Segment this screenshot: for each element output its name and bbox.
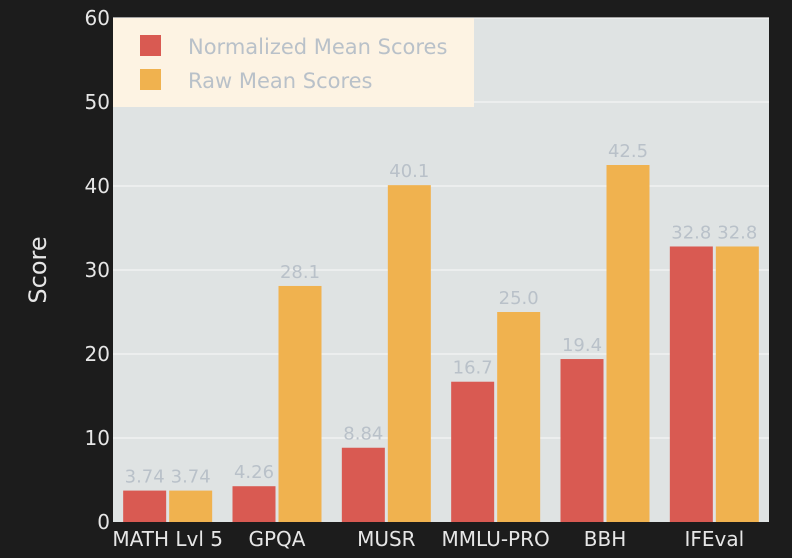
bar-raw	[497, 312, 541, 522]
x-tick-label: MMLU-PRO	[442, 527, 550, 551]
data-label: 16.7	[453, 358, 493, 379]
y-axis-label: Score	[24, 236, 52, 303]
x-tick-label: GPQA	[249, 527, 306, 551]
data-label: 19.4	[562, 335, 602, 356]
data-label: 8.84	[343, 424, 383, 445]
bar-raw	[606, 165, 650, 522]
data-label: 4.26	[234, 462, 274, 483]
legend[interactable]: Normalized Mean Scores Raw Mean Scores	[113, 18, 474, 107]
data-label: 3.74	[171, 467, 211, 488]
data-label: 32.8	[671, 222, 711, 243]
data-label: 25.0	[499, 288, 539, 309]
legend-box	[113, 18, 474, 107]
y-tick-labels: 0 10 20 30 40 50 60	[85, 6, 110, 534]
data-label: 42.5	[608, 141, 648, 162]
y-tick-label: 0	[97, 510, 110, 534]
y-tick-label: 40	[85, 174, 110, 198]
bar-raw	[715, 246, 759, 523]
y-tick-label: 50	[85, 90, 110, 114]
x-tick-label: MUSR	[357, 527, 416, 551]
x-tick-label: BBH	[584, 527, 626, 551]
y-tick-label: 20	[85, 342, 110, 366]
data-label: 3.74	[125, 467, 165, 488]
legend-label[interactable]: Raw Mean Scores	[188, 69, 373, 93]
x-tick-label: IFEval	[684, 527, 744, 551]
legend-swatch	[140, 69, 161, 90]
y-tick-label: 60	[85, 6, 110, 30]
bar-raw	[278, 285, 322, 522]
bar-normalized	[560, 359, 604, 522]
y-tick-label: 30	[85, 258, 110, 282]
bars	[123, 165, 759, 523]
x-tick-label: MATH Lvl 5	[112, 527, 223, 551]
data-label: 28.1	[280, 262, 320, 283]
bar-raw	[387, 185, 431, 522]
bar-normalized	[232, 486, 276, 522]
data-labels: 3.74 3.74 4.26 28.1 8.84 40.1 16.7 25.0 19.4 42.5…	[125, 141, 758, 488]
data-label: 32.8	[717, 222, 757, 243]
bar-normalized	[669, 246, 713, 523]
x-tick-labels: MATH Lvl 5 GPQA MUSR MMLU-PRO BBH IFEval	[112, 527, 744, 551]
legend-label[interactable]: Normalized Mean Scores	[188, 35, 447, 59]
data-label: 40.1	[389, 161, 429, 182]
bar-raw	[169, 490, 213, 522]
y-tick-label: 10	[85, 426, 110, 450]
bar-normalized	[341, 447, 385, 522]
bar-normalized	[451, 381, 495, 522]
bar-normalized	[123, 490, 167, 522]
legend-swatch	[140, 35, 161, 56]
